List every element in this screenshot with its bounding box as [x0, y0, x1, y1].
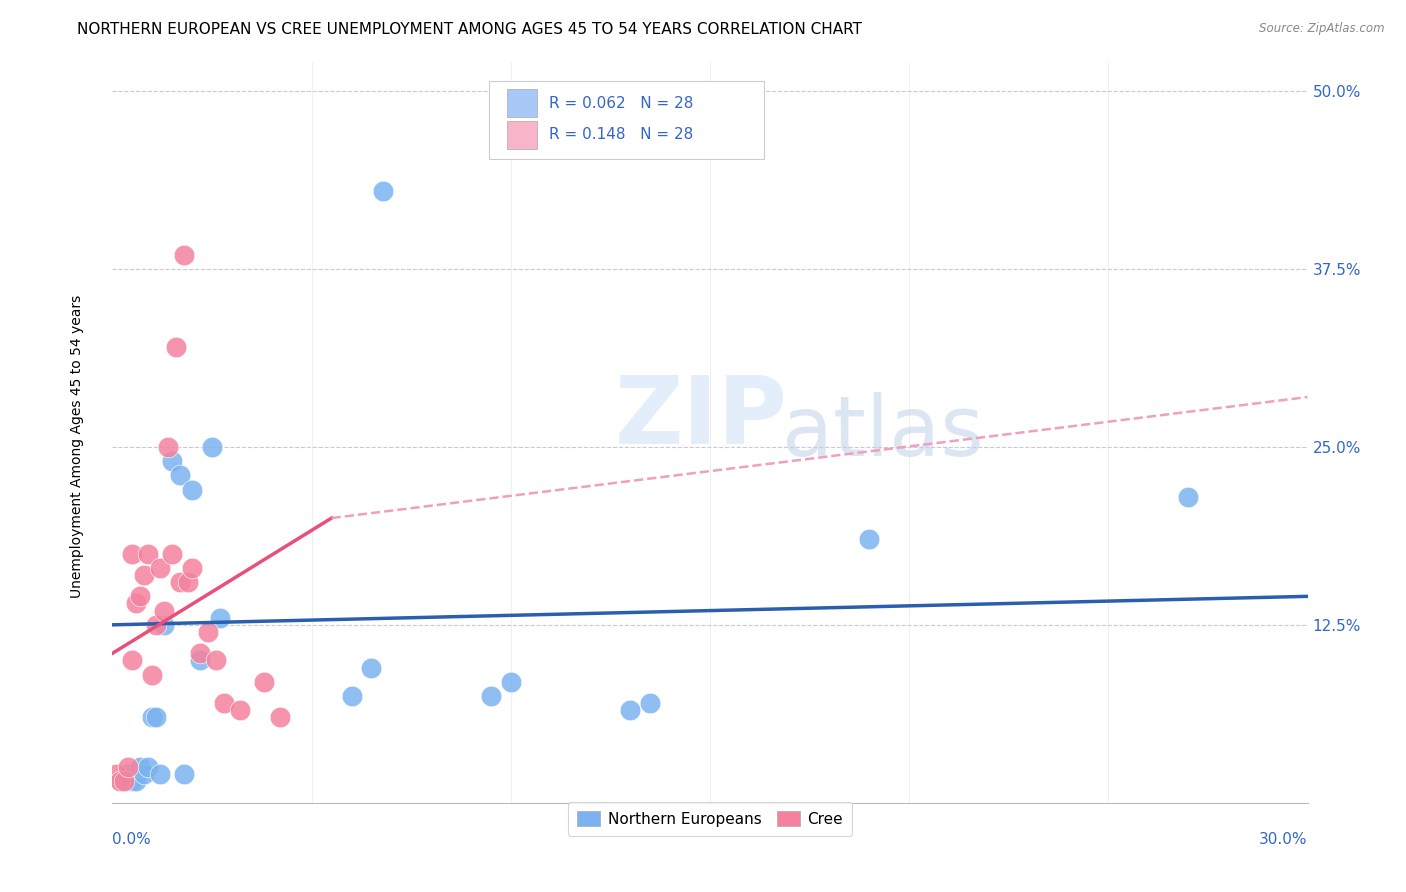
Point	[173, 247, 195, 261]
Point	[138, 547, 160, 561]
Point	[181, 483, 204, 497]
Point	[205, 653, 228, 667]
Point	[125, 597, 148, 611]
Point	[212, 696, 235, 710]
Point	[121, 774, 143, 789]
Point	[197, 624, 219, 639]
Point	[373, 184, 395, 198]
Point	[129, 760, 152, 774]
Point	[117, 767, 139, 781]
Point	[105, 767, 128, 781]
Point	[117, 760, 139, 774]
Text: ZIP: ZIP	[614, 372, 787, 464]
Text: atlas: atlas	[782, 392, 983, 473]
Text: 0.0%: 0.0%	[112, 832, 152, 847]
Point	[114, 774, 135, 789]
Text: NORTHERN EUROPEAN VS CREE UNEMPLOYMENT AMONG AGES 45 TO 54 YEARS CORRELATION CHA: NORTHERN EUROPEAN VS CREE UNEMPLOYMENT A…	[77, 22, 862, 37]
Legend: Northern Europeans, Cree: Northern Europeans, Cree	[568, 802, 852, 836]
Point	[149, 561, 172, 575]
Text: R = 0.148   N = 28: R = 0.148 N = 28	[548, 128, 693, 143]
Point	[858, 533, 880, 547]
Point	[188, 653, 211, 667]
Point	[177, 575, 200, 590]
Point	[169, 575, 191, 590]
Point	[499, 674, 522, 689]
Point	[1177, 490, 1199, 504]
Point	[129, 590, 152, 604]
Point	[340, 689, 363, 703]
Point	[134, 767, 156, 781]
Text: Source: ZipAtlas.com: Source: ZipAtlas.com	[1260, 22, 1385, 36]
Point	[188, 646, 211, 660]
FancyBboxPatch shape	[508, 89, 537, 117]
Point	[169, 468, 191, 483]
Point	[479, 689, 502, 703]
FancyBboxPatch shape	[508, 121, 537, 149]
Point	[640, 696, 662, 710]
Point	[619, 703, 641, 717]
Point	[141, 667, 163, 681]
Point	[138, 760, 160, 774]
Point	[162, 454, 183, 468]
Point	[110, 774, 132, 789]
Point	[134, 568, 156, 582]
Point	[110, 774, 132, 789]
Text: 30.0%: 30.0%	[1260, 832, 1308, 847]
Point	[153, 604, 176, 618]
Point	[269, 710, 291, 724]
Point	[201, 440, 224, 454]
Point	[149, 767, 172, 781]
Point	[121, 653, 143, 667]
Point	[253, 674, 276, 689]
Point	[145, 617, 167, 632]
Point	[229, 703, 252, 717]
Point	[153, 617, 176, 632]
FancyBboxPatch shape	[489, 81, 763, 159]
Point	[173, 767, 195, 781]
Point	[157, 440, 180, 454]
Point	[121, 547, 143, 561]
Point	[162, 547, 183, 561]
Point	[125, 774, 148, 789]
Text: R = 0.062   N = 28: R = 0.062 N = 28	[548, 95, 693, 111]
Point	[165, 340, 187, 354]
Point	[145, 710, 167, 724]
Point	[114, 774, 135, 789]
Point	[181, 561, 204, 575]
Text: Unemployment Among Ages 45 to 54 years: Unemployment Among Ages 45 to 54 years	[70, 294, 84, 598]
Point	[141, 710, 163, 724]
Point	[360, 660, 382, 674]
Point	[209, 610, 232, 624]
